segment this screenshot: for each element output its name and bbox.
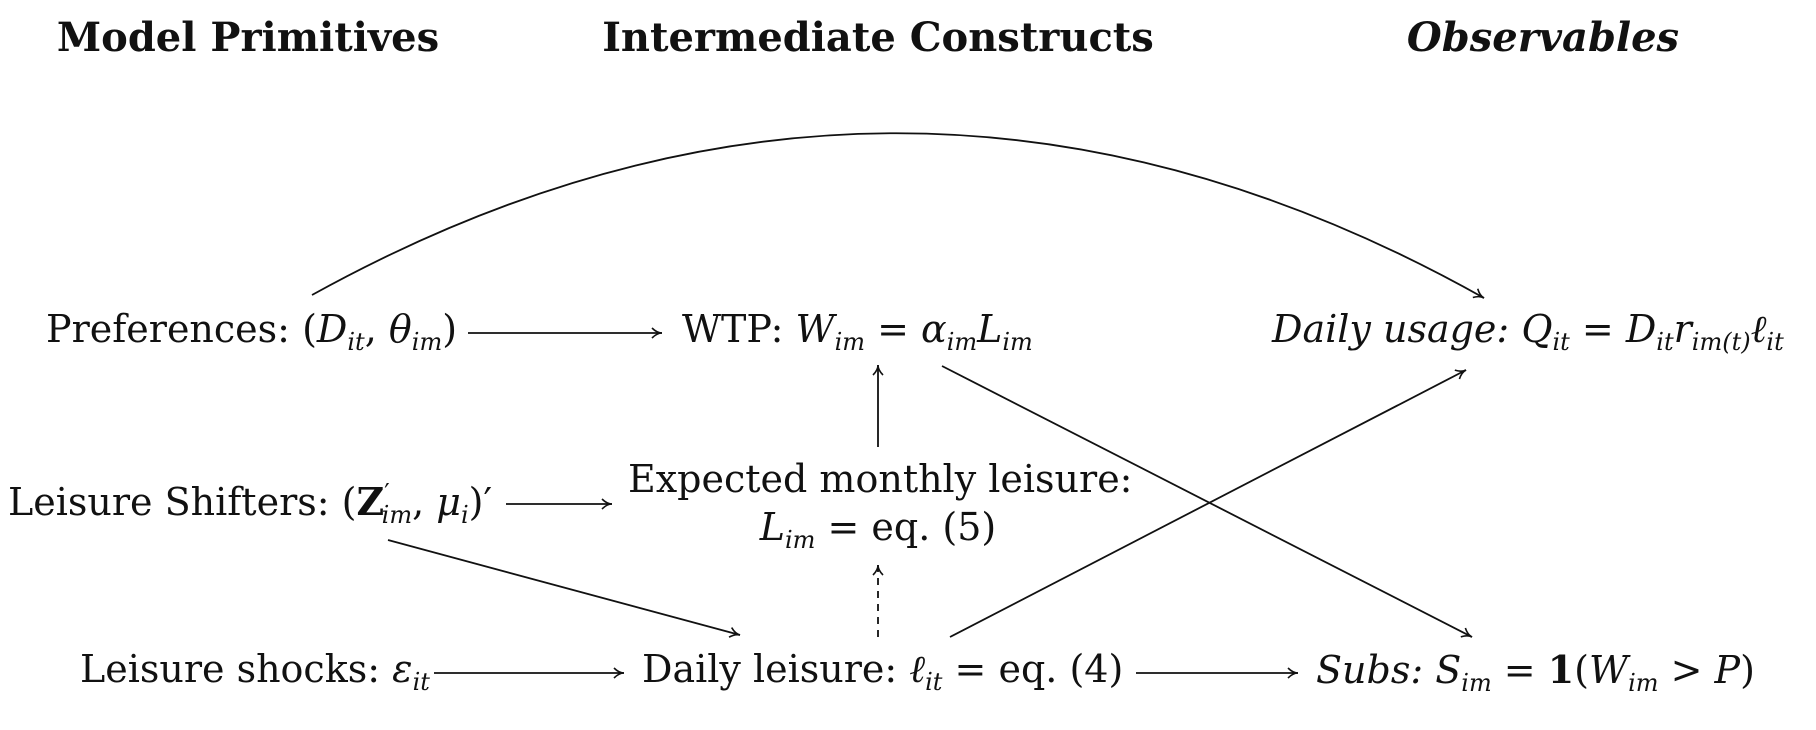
daily-usage-label: Daily usage: [1272,307,1510,351]
leisure-shifters-label: Leisure Shifters: [8,480,330,524]
header-model-primitives: Model Primitives [56,14,440,61]
node-leisure-shifters: Leisure Shifters: (Z′im, μi)′ [8,478,492,530]
wtp-label: WTP: [682,307,784,351]
node-daily-usage: Daily usage: Qit = Ditrim(t)ℓit [1272,306,1784,357]
expected-leisure-math: Lim = eq. (5) [759,504,997,554]
edge-daily-leisure-daily-usage [949,369,1467,638]
node-wtp: WTP: Wim = αimLim [682,306,1033,357]
leisure-shocks-label: Leisure shocks: [80,647,381,691]
expected-leisure-eq: = eq. (5) [827,504,997,549]
edge-shifters-daily-leisure [387,539,741,638]
edge-wtp-subs [941,365,1473,638]
daily-leisure-label: Daily leisure: [642,647,898,691]
wtp-math: Wim = αimLim [795,307,1033,356]
header-intermediate-constructs: Intermediate Constructs [602,14,1154,61]
leisure-shocks-math: εit [392,647,430,696]
node-daily-leisure: Daily leisure: ℓit = eq. (4) [642,646,1123,697]
daily-leisure-math: ℓit = eq. (4) [909,647,1124,696]
header-observables: Observables [1406,14,1680,61]
expected-leisure-label: Expected monthly leisure: [628,457,1133,501]
daily-usage-math: Qit = Ditrim(t)ℓit [1521,307,1784,356]
node-leisure-shocks: Leisure shocks: εit [80,646,430,697]
subs-math: Sim = 1(Wim > P) [1435,647,1755,697]
subs-label: Subs: [1316,648,1424,692]
preferences-math: (Dit, θim) [302,307,458,356]
leisure-shifters-math: (Z′im, μi)′ [341,479,493,529]
node-expected-leisure: Expected monthly leisure: Lim = eq. (5) [628,456,1133,555]
node-subs: Subs: Sim = 1(Wim > P) [1316,646,1755,698]
edge-preferences-daily-usage [311,132,1485,299]
preferences-label: Preferences: [46,307,290,351]
node-preferences: Preferences: (Dit, θim) [46,306,457,357]
daily-leisure-eq: = eq. (4) [954,647,1124,691]
